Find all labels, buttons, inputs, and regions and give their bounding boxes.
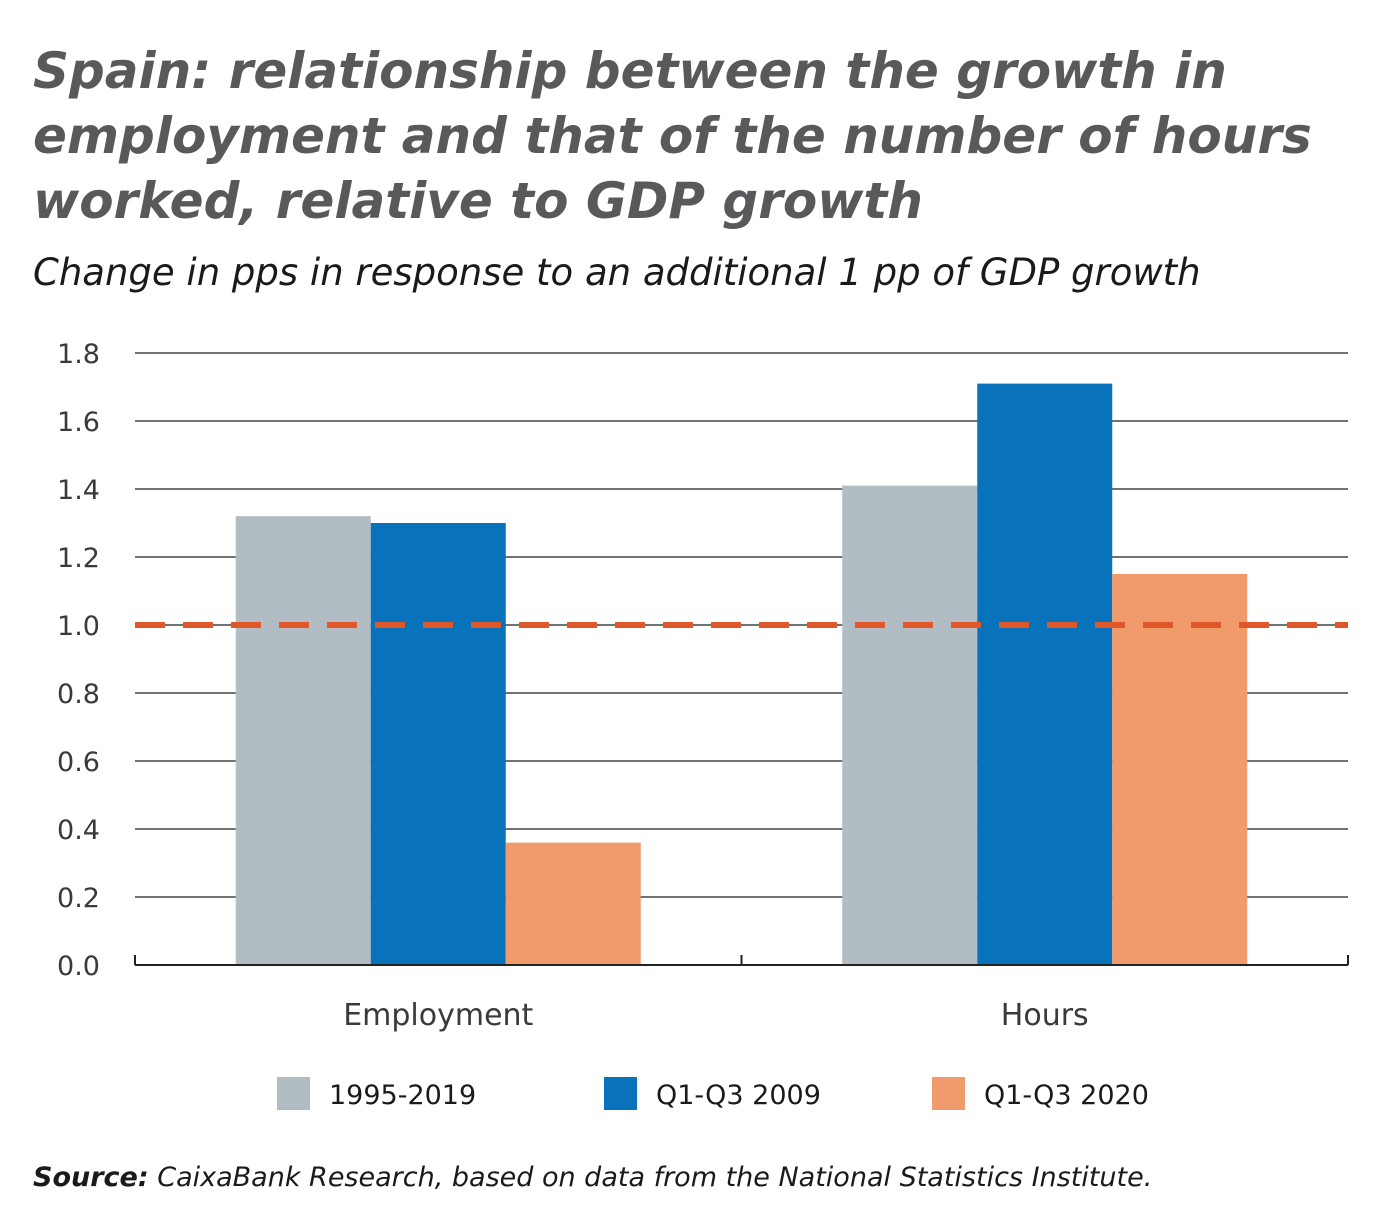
legend-swatch (277, 1077, 310, 1110)
bar-hours-3 (1112, 574, 1248, 965)
source-label: Source: (33, 1162, 149, 1193)
title-line-2: employment and that of the number of hou… (33, 107, 1312, 165)
x-axis (134, 955, 1349, 966)
legend-swatch (932, 1077, 965, 1110)
y-tick-label: 0.2 (57, 883, 100, 914)
y-tick-label: 0.4 (57, 815, 100, 846)
y-axis-ticks: 0.0 0.2 0.4 0.6 0.8 1.0 1.2 1.4 1.6 1.8 (57, 339, 100, 982)
y-tick-label: 0.8 (57, 679, 100, 710)
title-line-3: worked, relative to GDP growth (33, 172, 923, 230)
legend-label: 1995-2019 (329, 1080, 476, 1111)
y-tick-label: 1.4 (57, 475, 100, 506)
source-text: CaixaBank Research, based on data from t… (149, 1162, 1153, 1193)
bar-employment-2 (370, 523, 506, 965)
y-tick-label: 0.6 (57, 747, 100, 778)
bar-employment-1 (235, 516, 371, 965)
y-tick-label: 1.8 (57, 339, 100, 370)
chart-title: Spain: relationship between the growth i… (33, 42, 1312, 230)
y-tick-label: 1.2 (57, 543, 100, 574)
legend: 1995-2019 Q1-Q3 2009 Q1-Q3 2020 (277, 1077, 1149, 1111)
legend-label: Q1-Q3 2020 (984, 1080, 1149, 1111)
x-category-label: Hours (1001, 998, 1089, 1033)
bar-employment-3 (505, 842, 641, 965)
chart-subtitle: Change in pps in response to an addition… (33, 251, 1201, 294)
x-category-label: Employment (343, 998, 533, 1033)
legend-label: Q1-Q3 2009 (656, 1080, 821, 1111)
bars (235, 383, 1248, 966)
title-line-1: Spain: relationship between the growth i… (33, 42, 1227, 100)
bar-hours-2 (977, 383, 1113, 966)
y-tick-label: 1.6 (57, 407, 100, 438)
bar-hours-1 (842, 485, 978, 965)
source-note: Source: CaixaBank Research, based on dat… (33, 1162, 1152, 1193)
y-tick-label: 0.0 (57, 951, 100, 982)
y-tick-label: 1.0 (57, 611, 100, 642)
category-labels: Employment Hours (343, 998, 1089, 1033)
legend-swatch (604, 1077, 637, 1110)
